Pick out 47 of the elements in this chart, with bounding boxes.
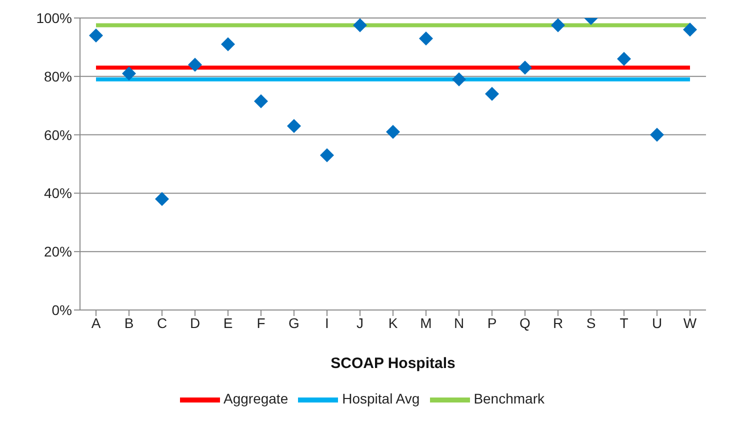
x-tick-label: S	[586, 314, 596, 331]
point	[155, 192, 169, 206]
x-tick-label: B	[124, 314, 134, 331]
x-tick-label: P	[487, 314, 497, 331]
x-tick-label: M	[420, 314, 432, 331]
y-tick-label: 80%	[44, 68, 72, 84]
point	[320, 148, 334, 162]
point	[353, 18, 367, 32]
x-tick-label: D	[190, 314, 200, 331]
point	[485, 86, 499, 101]
point	[89, 28, 103, 43]
x-tick-label: I	[325, 314, 329, 331]
point	[419, 31, 433, 46]
x-tick-label: A	[91, 314, 102, 331]
x-tick-label: C	[156, 314, 168, 331]
point	[650, 128, 664, 142]
point	[188, 58, 202, 72]
x-tick-label: Q	[520, 314, 531, 331]
point	[452, 72, 466, 86]
legend-label: Aggregate	[224, 390, 288, 407]
point	[683, 22, 697, 37]
y-tick-label: 0%	[52, 302, 72, 318]
point	[551, 18, 565, 32]
point	[287, 119, 301, 134]
y-tick-label: 100%	[36, 10, 72, 26]
point	[518, 60, 532, 75]
legend-label: Benchmark	[474, 390, 544, 407]
x-tick-label: K	[388, 314, 398, 331]
x-tick-label: W	[683, 314, 698, 331]
y-tick-label: 60%	[44, 126, 72, 143]
x-tick-label: J	[356, 314, 364, 331]
point	[221, 37, 235, 52]
x-tick-label: G	[288, 314, 300, 331]
x-tick-label: N	[454, 314, 464, 331]
point	[254, 94, 268, 108]
x-tick-label: F	[256, 314, 266, 331]
x-tick-label: R	[552, 314, 564, 331]
x-tick-label: E	[223, 314, 233, 331]
x-tick-label: T	[620, 314, 629, 331]
y-tick-label: 20%	[44, 244, 72, 260]
point	[617, 52, 631, 66]
point	[386, 124, 400, 139]
point	[122, 66, 136, 80]
x-axis-title: SCOAP Hospitals	[330, 355, 456, 372]
legend-label: Hospital Avg	[342, 390, 420, 407]
y-tick-label: 40%	[44, 185, 72, 202]
x-tick-label: U	[652, 314, 662, 331]
